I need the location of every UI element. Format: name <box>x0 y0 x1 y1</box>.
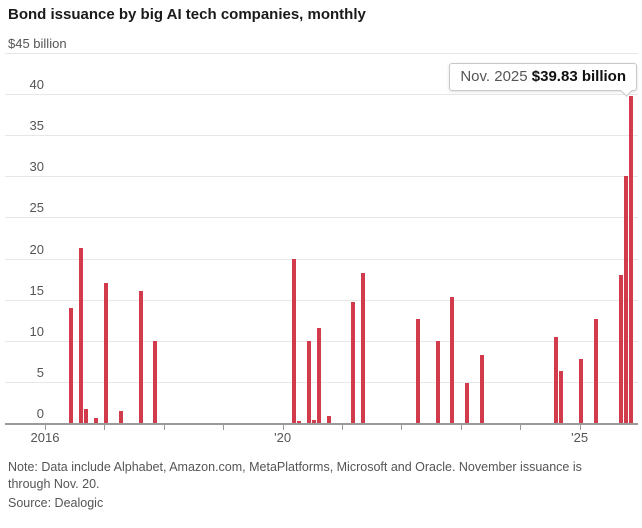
bar[interactable] <box>326 415 331 423</box>
x-axis-tick <box>282 425 284 430</box>
gridline <box>5 258 638 260</box>
bar[interactable] <box>559 371 564 423</box>
y-axis-label: 5 <box>36 364 44 380</box>
x-axis-tick <box>163 425 165 430</box>
bar[interactable] <box>618 275 623 423</box>
bar[interactable] <box>118 410 123 423</box>
tooltip: Nov. 2025 $39.83 billion <box>449 63 637 97</box>
x-axis-tick <box>223 425 225 430</box>
x-axis-tick <box>401 425 403 430</box>
bar[interactable] <box>480 354 485 423</box>
bar[interactable] <box>311 419 316 423</box>
bar[interactable] <box>435 340 440 423</box>
y-axis-label: 15 <box>29 282 44 298</box>
bar[interactable] <box>593 319 598 423</box>
bar[interactable] <box>296 420 301 423</box>
gridline <box>5 381 638 383</box>
bar[interactable] <box>450 297 455 423</box>
bar[interactable] <box>579 358 584 423</box>
y-axis-label: 30 <box>29 159 44 175</box>
bar[interactable] <box>79 247 84 423</box>
bar[interactable] <box>69 307 74 423</box>
gridline <box>5 53 638 54</box>
chart-title: Bond issuance by big AI tech companies, … <box>8 6 366 23</box>
y-axis-unit-label: $45 billion <box>8 36 67 51</box>
bar[interactable] <box>316 327 321 423</box>
gridline <box>5 176 638 178</box>
y-axis-label: 25 <box>29 200 44 216</box>
plot-area: 0 5 10 15 20 25 30 35 40 $45 billion 2016 '20 '25 <box>5 36 638 445</box>
x-axis-tick <box>104 425 106 430</box>
bar[interactable] <box>94 418 98 423</box>
bar[interactable] <box>138 291 143 423</box>
y-axis-label: 40 <box>29 77 44 93</box>
bar[interactable] <box>361 272 366 423</box>
x-axis-tick <box>45 425 46 430</box>
y-axis-label: 10 <box>29 323 44 339</box>
tooltip-date: Nov. 2025 <box>460 68 528 85</box>
bar[interactable] <box>306 340 311 423</box>
bar[interactable] <box>623 176 628 423</box>
x-axis-tick <box>520 425 522 430</box>
y-axis-label: 20 <box>29 241 44 257</box>
chart-footer: Note: Data include Alphabet, Amazon.com,… <box>8 459 616 512</box>
gridline <box>5 299 638 301</box>
bar[interactable] <box>351 302 356 423</box>
gridline <box>5 94 638 96</box>
gridline <box>5 217 638 219</box>
bar[interactable] <box>153 340 158 423</box>
bar[interactable] <box>415 318 420 423</box>
gridline <box>5 135 638 137</box>
bar[interactable] <box>84 409 89 423</box>
x-axis-label: '20 <box>274 430 292 445</box>
y-axis-label: 0 <box>36 406 44 421</box>
x-axis-tick <box>579 425 581 430</box>
x-axis-line <box>5 423 638 425</box>
bar[interactable] <box>628 95 633 423</box>
tooltip-value: $39.83 billion <box>531 68 626 85</box>
y-axis-label: 35 <box>29 118 44 134</box>
bar[interactable] <box>292 258 296 423</box>
bar[interactable] <box>103 283 108 423</box>
chart-source: Source: Dealogic <box>8 496 104 510</box>
x-axis-tick <box>342 425 343 430</box>
x-axis-label: 2016 <box>30 430 60 445</box>
gridline <box>5 340 638 342</box>
chart-note: Note: Data include Alphabet, Amazon.com,… <box>8 460 582 491</box>
bar[interactable] <box>465 382 470 423</box>
bar[interactable] <box>554 336 559 423</box>
x-axis-tick <box>460 425 462 430</box>
x-axis-label: '25 <box>571 430 589 445</box>
